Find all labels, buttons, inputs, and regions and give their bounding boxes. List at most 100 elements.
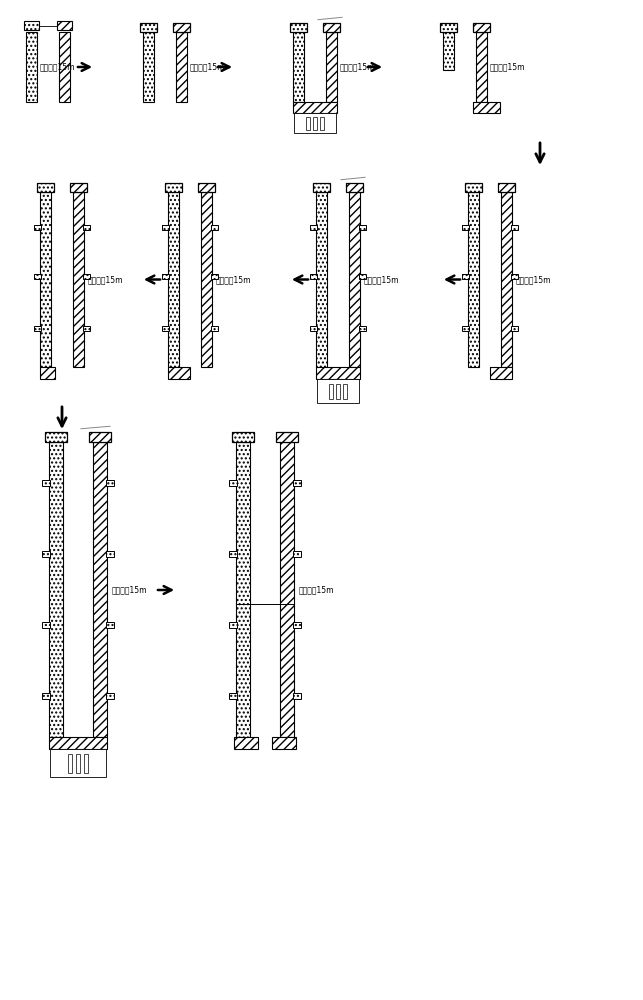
Text: 筑井大于15m: 筑井大于15m	[299, 585, 334, 594]
Text: 筑井小于15m: 筑井小于15m	[364, 275, 399, 284]
Bar	[326, 32, 337, 102]
Bar	[162, 326, 169, 331]
Bar	[229, 693, 237, 699]
Bar	[326, 32, 337, 102]
Bar	[473, 102, 500, 113]
Bar	[173, 23, 190, 32]
Bar	[329, 383, 333, 398]
Text: 筑井小于15m: 筑井小于15m	[190, 62, 226, 72]
Bar	[106, 622, 114, 628]
Bar	[462, 326, 469, 331]
Bar	[42, 551, 50, 557]
Bar	[440, 23, 457, 32]
Bar	[42, 480, 50, 486]
Bar	[310, 273, 317, 278]
Bar	[323, 23, 340, 32]
Bar	[45, 432, 67, 442]
Bar	[316, 367, 360, 379]
Bar	[83, 326, 90, 331]
Text: 筑井小于15m: 筑井小于15m	[490, 62, 525, 72]
Bar	[26, 32, 37, 102]
Bar	[49, 737, 107, 749]
Bar	[293, 551, 301, 557]
Bar	[83, 273, 90, 278]
Bar	[511, 326, 518, 331]
Bar	[24, 21, 39, 30]
Bar	[476, 32, 487, 102]
Bar	[143, 32, 154, 102]
Bar	[26, 32, 37, 102]
Bar	[45, 432, 67, 442]
Bar	[336, 383, 340, 398]
Bar	[343, 383, 347, 398]
Bar	[106, 693, 114, 699]
Bar	[42, 622, 50, 628]
Text: 筑井大于15m: 筑井大于15m	[112, 585, 147, 594]
Bar	[211, 273, 218, 278]
Bar	[106, 480, 114, 486]
Bar	[293, 551, 301, 557]
Text: 筑井小于15m: 筑井小于15m	[516, 275, 552, 284]
Bar	[176, 32, 187, 102]
Bar	[272, 737, 296, 749]
Text: 筑井小于15m: 筑井小于15m	[216, 275, 251, 284]
Bar	[168, 367, 190, 379]
Bar	[359, 225, 366, 230]
Bar	[106, 551, 114, 557]
Bar	[476, 32, 487, 102]
Bar	[106, 622, 114, 628]
Bar	[310, 326, 317, 331]
Bar	[165, 183, 182, 192]
Bar	[359, 273, 366, 278]
Bar	[211, 326, 218, 331]
Bar	[34, 273, 41, 278]
Bar	[462, 273, 469, 278]
Bar	[162, 273, 169, 278]
Bar	[50, 749, 106, 777]
Bar	[57, 21, 72, 30]
Bar	[34, 273, 41, 278]
Bar	[143, 32, 154, 102]
Bar	[24, 21, 39, 30]
Bar	[229, 622, 237, 628]
Bar	[310, 225, 317, 230]
Bar	[473, 102, 500, 113]
Bar	[106, 480, 114, 486]
Bar	[76, 754, 80, 772]
Bar	[511, 225, 518, 230]
Bar	[462, 225, 469, 230]
Bar	[59, 32, 70, 102]
Bar	[42, 693, 50, 699]
Bar	[229, 551, 237, 557]
Bar	[293, 480, 301, 486]
Text: 筑井小于15m: 筑井小于15m	[340, 62, 376, 72]
Bar	[49, 737, 107, 749]
Bar	[89, 432, 111, 442]
Bar	[346, 183, 363, 192]
Bar	[443, 32, 454, 70]
Bar	[83, 273, 90, 278]
Text: 筑井小于15m: 筑井小于15m	[40, 62, 75, 72]
Bar	[349, 192, 360, 367]
Bar	[198, 183, 215, 192]
Bar	[42, 480, 50, 486]
Text: 筑井大于15m: 筑井大于15m	[88, 275, 123, 284]
Bar	[349, 192, 360, 367]
Bar	[232, 432, 254, 442]
Bar	[465, 183, 482, 192]
Bar	[168, 367, 190, 379]
Bar	[40, 367, 55, 379]
Bar	[468, 192, 479, 367]
Bar	[317, 379, 359, 403]
Bar	[359, 326, 366, 331]
Bar	[201, 192, 212, 367]
Bar	[280, 442, 294, 737]
Bar	[140, 23, 157, 32]
Bar	[84, 754, 88, 772]
Bar	[70, 183, 87, 192]
Bar	[234, 737, 258, 749]
Bar	[70, 183, 87, 192]
Bar	[37, 183, 54, 192]
Bar	[198, 183, 215, 192]
Bar	[498, 183, 515, 192]
